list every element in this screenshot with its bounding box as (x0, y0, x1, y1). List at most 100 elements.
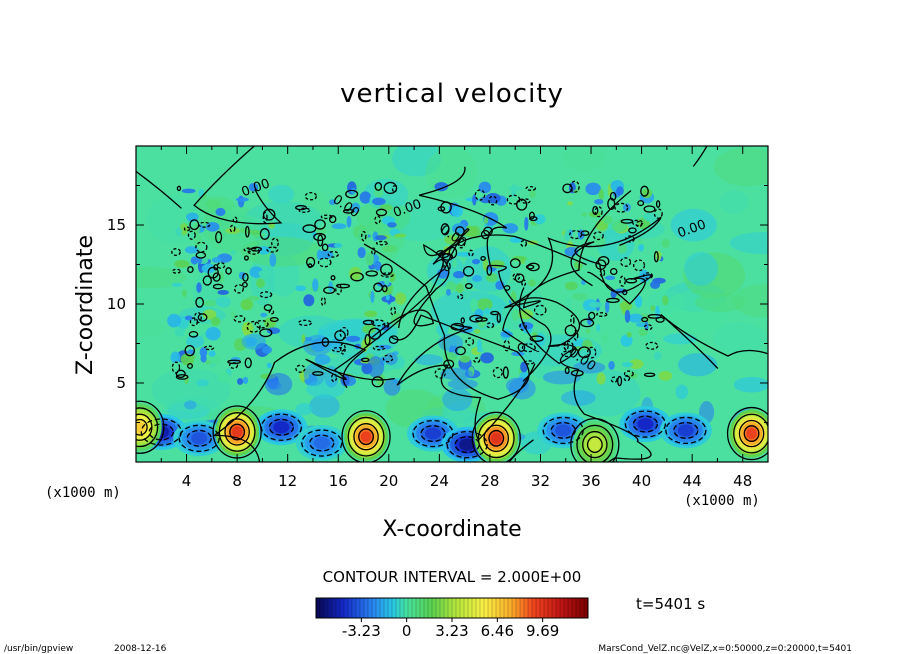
contour-line (620, 257, 632, 267)
field-patch (372, 197, 386, 206)
field-patch (634, 295, 643, 308)
contour-line (660, 314, 768, 369)
chart-title: vertical velocity (340, 79, 564, 109)
field-patch (348, 266, 362, 281)
field-patch (533, 214, 546, 225)
field-patch (573, 339, 585, 348)
contour-line (246, 320, 261, 333)
contour-line (502, 366, 509, 379)
contour-line (563, 341, 569, 351)
contour-line (464, 282, 473, 290)
field-patch (729, 231, 768, 255)
field-patch (383, 378, 401, 396)
contour-line (632, 219, 644, 227)
field-patch (295, 403, 313, 416)
field-patch (414, 354, 444, 366)
contour-line (317, 257, 332, 268)
contour-line (187, 266, 194, 274)
field-patch (196, 379, 209, 387)
contour-line (617, 375, 623, 387)
field-patch (564, 229, 570, 242)
contour-line (380, 263, 393, 276)
x-unit-label: (x1000 m) (684, 493, 760, 509)
contour-line (517, 342, 526, 353)
core-contour (624, 410, 667, 438)
field-patch (474, 328, 481, 334)
footer-date: 2008-12-16 (114, 644, 167, 654)
field-patch (445, 288, 451, 296)
contour-line (647, 313, 662, 319)
contour-line (528, 216, 538, 222)
contour-line (655, 200, 661, 209)
field-patch (184, 315, 193, 321)
field-patch (451, 205, 464, 218)
field-patch (581, 212, 588, 217)
field-patch (472, 275, 482, 282)
field-patch (611, 220, 628, 233)
contour-line (297, 319, 312, 327)
field-patch (684, 252, 718, 286)
field-patch (210, 356, 223, 365)
contour-line (480, 255, 486, 261)
field-patch (314, 354, 331, 365)
contour-line (628, 227, 637, 234)
field-patch (384, 352, 398, 366)
contour-line (614, 202, 629, 213)
contour-line (525, 185, 537, 191)
field-patch (661, 238, 670, 248)
contour-line (488, 195, 498, 206)
contour-line (473, 357, 481, 364)
field-patch (328, 199, 337, 205)
updraft-core (746, 428, 757, 439)
field-patch (570, 354, 583, 363)
contour-line (171, 268, 181, 274)
colorbar-cell (472, 598, 477, 618)
contour-line (625, 235, 635, 243)
contour-line (374, 182, 383, 191)
contour-line (645, 341, 659, 350)
contour-line (623, 370, 634, 378)
updraft-core (231, 426, 243, 438)
field-patch (236, 378, 244, 385)
contour-line (342, 208, 355, 214)
field-patch (184, 246, 199, 254)
x-tick-label: 24 (430, 472, 449, 490)
contour-line (321, 243, 329, 252)
field-patch (622, 362, 634, 368)
contour-line (266, 246, 279, 253)
contour-line (195, 296, 204, 308)
contour-line (594, 206, 603, 218)
colorbar-cell (484, 598, 489, 618)
field-patch (650, 280, 661, 289)
contour-line (465, 337, 475, 346)
field-patch (356, 200, 411, 233)
field-patch (136, 318, 166, 338)
field-patch (217, 371, 231, 383)
contour-line (295, 364, 306, 373)
field-patch (181, 188, 196, 194)
footer-source: MarsCond_VelZ.nc@VelZ,x=0:50000,z=0:2000… (598, 644, 852, 654)
contour-line (592, 231, 604, 241)
contour-line (588, 311, 596, 320)
contour-line (305, 234, 587, 381)
field-patch (295, 285, 307, 292)
contour-line (457, 237, 466, 249)
y-tick-label: 15 (107, 216, 126, 234)
field-patch (242, 376, 249, 384)
contour-line (474, 189, 486, 201)
contour-line (619, 275, 626, 287)
colorbar-cell (372, 598, 377, 618)
contour-line (193, 146, 283, 225)
contour-line (371, 247, 376, 256)
y-axis-label: Z-coordinate (73, 235, 98, 375)
contour-line (623, 374, 631, 382)
field-patch (359, 191, 372, 204)
field-patch (509, 237, 522, 243)
colorbar-cell (340, 598, 345, 618)
field-patch (456, 251, 472, 257)
contour-line (242, 272, 249, 282)
x-tick-label: 8 (232, 472, 242, 490)
contour-line (339, 326, 349, 339)
field-patch (394, 233, 407, 238)
field-patch (193, 234, 203, 247)
